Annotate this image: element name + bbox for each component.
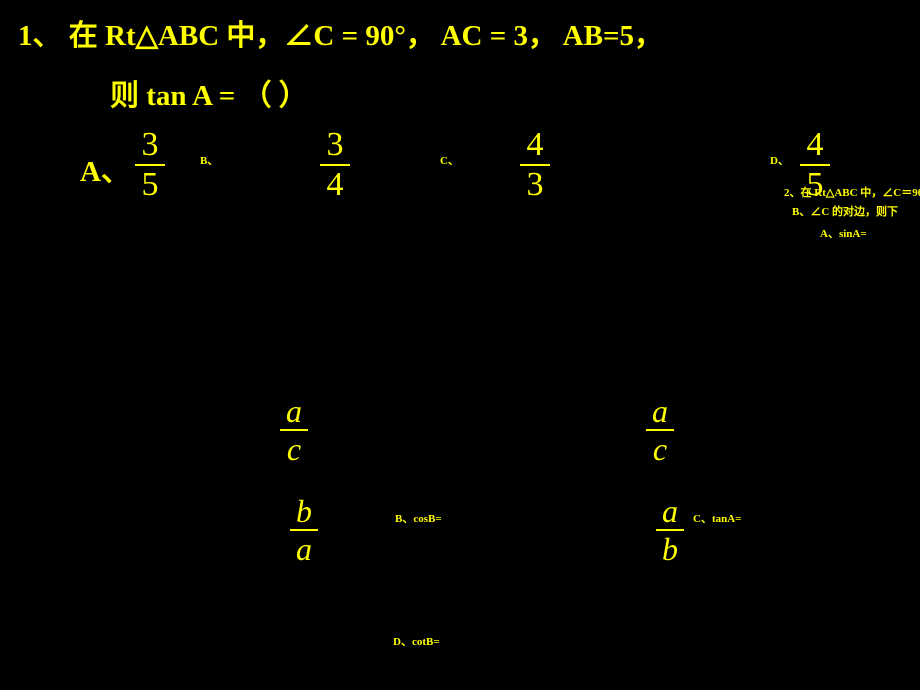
option-d-num: 4 [807,128,824,162]
option-b-den: 4 [327,168,344,202]
q2-label-c: C、tanA= [693,510,741,526]
q2-frac-ab-den: b [662,533,678,565]
q2-frac-ac-left-num: a [286,395,302,427]
q2-frac-ac-left: a c [280,395,308,465]
option-b-fraction: 3 4 [320,128,350,202]
q2-label-a: A、sinA= [820,225,867,241]
option-b-num: 3 [327,128,344,162]
option-d-label: D、 [770,152,789,168]
q2-intro-line2: B、∠C 的对边，则下 [792,203,898,219]
option-a-fraction: 3 5 [135,128,165,202]
q2-frac-ac-right-den: c [653,433,667,465]
q2-frac-ac-right: a c [646,395,674,465]
q1-line1: 1、 在 Rt△ABC 中，∠C = 90°， AC = 3， AB=5， [18,12,663,54]
option-a-label: A、 [80,148,130,190]
option-a-num: 3 [142,128,159,162]
option-b-label: B、 [200,152,218,168]
option-c-num: 4 [527,128,544,162]
q2-frac-ac-left-den: c [287,433,301,465]
q2-frac-ba-num: b [296,495,312,527]
option-c-fraction: 4 3 [520,128,550,202]
q2-frac-ba: b a [290,495,318,565]
q2-label-b: B、cosB= [395,510,442,526]
q2-frac-ba-den: a [296,533,312,565]
q2-frac-ac-right-num: a [652,395,668,427]
q2-frac-ab-num: a [662,495,678,527]
option-c-den: 3 [527,168,544,202]
q1-line2: 则 tan A = （ ） [110,72,308,114]
q2-label-d: D、cotB= [393,633,440,649]
q2-frac-ab: a b [656,495,684,565]
q2-intro-line1: 2、在 Rt△ABC 中，∠C＝90 [784,184,920,200]
option-c-label: C、 [440,152,459,168]
option-a-den: 5 [142,168,159,202]
